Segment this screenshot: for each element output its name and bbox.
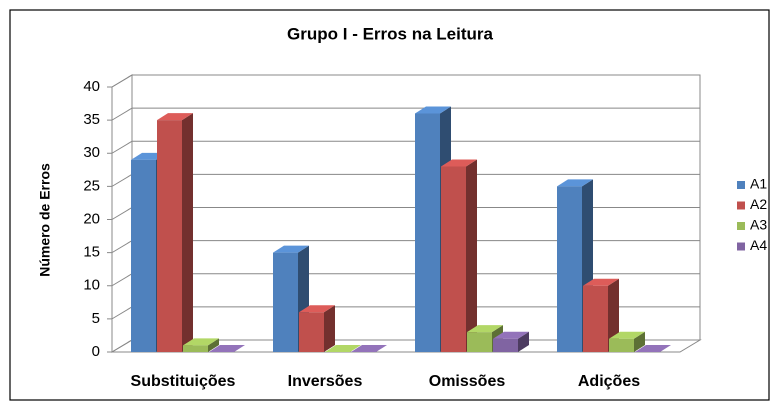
bar-front — [609, 338, 634, 352]
bar — [583, 278, 619, 352]
bar-top — [157, 113, 193, 121]
legend-swatch — [737, 201, 745, 210]
x-tick-label: Adições — [578, 373, 640, 390]
legend-swatch — [737, 181, 745, 189]
bar — [441, 159, 477, 352]
bar-top — [557, 179, 593, 187]
bar-top — [635, 345, 671, 352]
y-tick-label: 35 — [83, 111, 100, 128]
grid-line — [111, 74, 700, 88]
bar-side — [466, 159, 477, 352]
bar — [209, 345, 245, 352]
bar-side — [324, 305, 335, 352]
bar — [609, 331, 645, 352]
bar-front — [273, 252, 298, 352]
bar-side — [634, 331, 645, 352]
y-tick-label: 5 — [92, 310, 100, 327]
bar-front — [557, 186, 582, 352]
x-tick-label: Substituições — [131, 373, 236, 390]
bar-front — [415, 113, 440, 352]
bar-front — [441, 166, 466, 352]
legend-swatch — [737, 242, 745, 251]
bar-front — [157, 120, 182, 352]
grid-line — [111, 140, 700, 154]
bar — [157, 113, 193, 352]
grid-line — [111, 107, 700, 121]
bar-side — [518, 331, 529, 352]
bar-top — [183, 338, 219, 346]
legend-label: A1 — [750, 176, 767, 192]
y-tick-label: 0 — [92, 343, 100, 360]
y-tick-label: 20 — [83, 210, 100, 227]
bar-top — [299, 305, 335, 313]
bar-front — [493, 338, 518, 352]
bar-front — [183, 345, 208, 352]
y-tick-label: 25 — [83, 177, 100, 194]
bar — [493, 331, 529, 352]
bar-top — [441, 159, 477, 167]
bar-top — [209, 345, 245, 352]
bar-top — [351, 345, 387, 352]
bar-top — [273, 245, 309, 253]
bar-top — [583, 278, 619, 286]
legend-label: A3 — [750, 217, 767, 233]
y-tick-label: 10 — [83, 277, 100, 294]
bar-side — [182, 113, 193, 352]
legend-label: A2 — [750, 196, 767, 212]
x-tick-label: Omissões — [429, 373, 506, 390]
bar-top — [467, 325, 503, 333]
x-tick-label: Inversões — [288, 373, 363, 390]
chart-title: Grupo I - Erros na Leitura — [287, 24, 493, 43]
bar — [635, 345, 671, 352]
bar — [325, 345, 361, 352]
bar — [299, 305, 335, 352]
bar-top — [325, 345, 361, 352]
y-tick-label: 30 — [83, 144, 100, 161]
bar-top — [415, 106, 451, 114]
y-tick-label: 15 — [83, 244, 100, 261]
y-tick-label: 40 — [83, 78, 100, 95]
y-axis-title: Número de Erros — [37, 163, 53, 277]
bar-front — [299, 312, 324, 352]
bar-front — [583, 285, 608, 352]
legend-swatch — [737, 222, 745, 230]
bar-top — [609, 331, 645, 339]
bar-front — [467, 332, 492, 352]
bar-top — [493, 331, 529, 339]
bar-side — [608, 278, 619, 352]
bar — [351, 345, 387, 352]
bar-side — [208, 338, 219, 352]
bar — [183, 338, 219, 352]
bar-front — [131, 159, 156, 352]
legend-label: A4 — [750, 237, 767, 253]
